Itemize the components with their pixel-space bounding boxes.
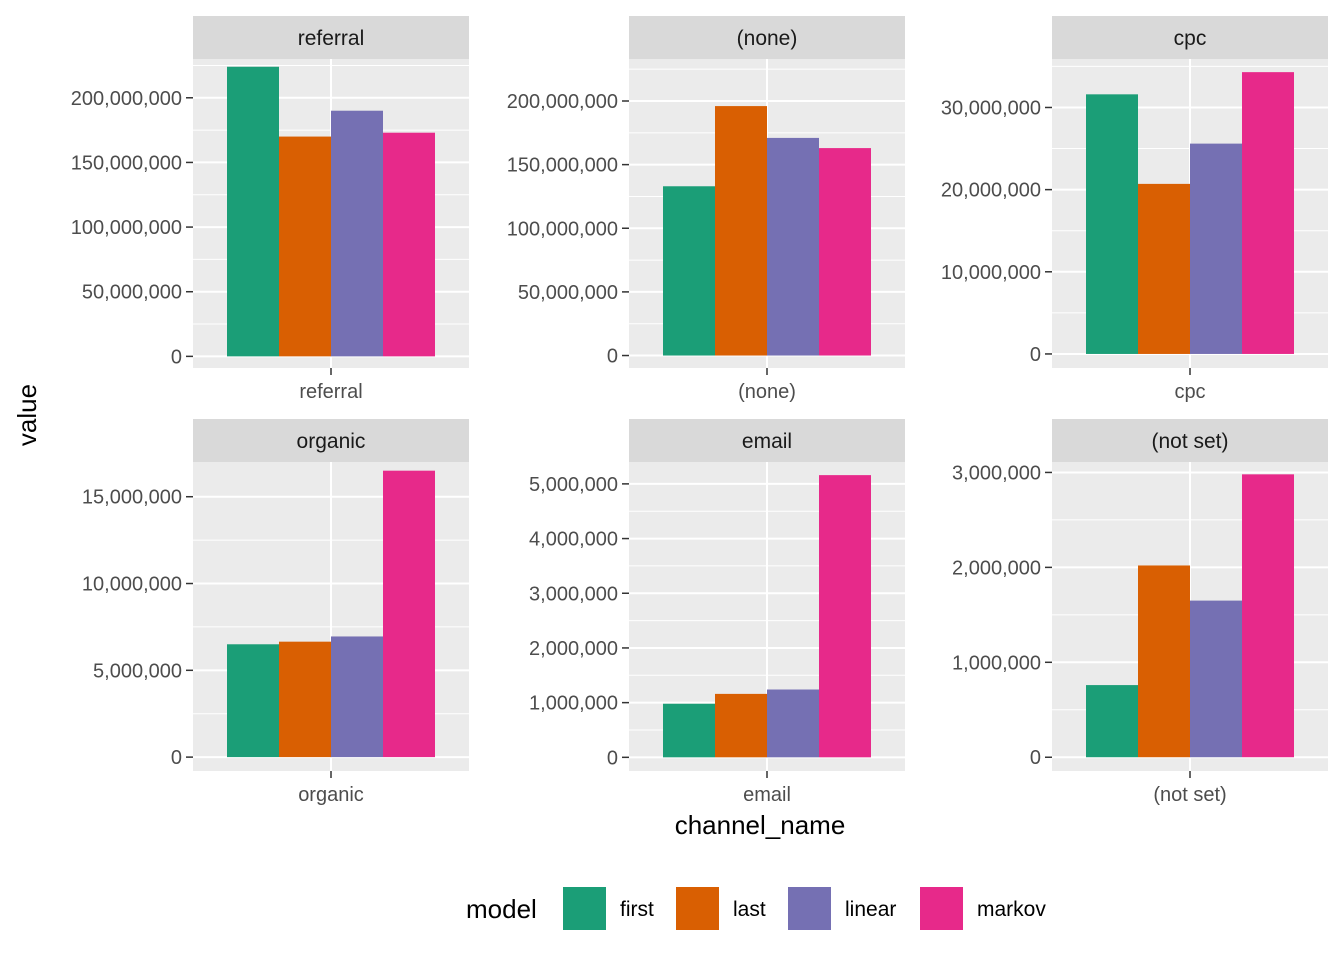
facet-panels: referral 0 50,000,000 100,000,000 150,000,00… bbox=[71, 16, 1328, 806]
x-tick-label: (none) bbox=[738, 381, 796, 403]
bar-markov bbox=[819, 475, 871, 758]
bar-last bbox=[715, 106, 767, 356]
y-tick-label: 150,000,000 bbox=[507, 155, 618, 177]
legend-key-last bbox=[676, 887, 719, 930]
facet-email-panel: email 0 1,000,000 2,000,000 3,000,000 4,000,0… bbox=[529, 419, 905, 806]
y-tick-label: 3,000,000 bbox=[952, 462, 1041, 484]
y-tick-label: 20,000,000 bbox=[941, 180, 1041, 202]
bar-markov bbox=[383, 470, 435, 758]
bar-markov bbox=[383, 132, 435, 357]
y-tick-label: 1,000,000 bbox=[952, 652, 1041, 674]
y-tick-label: 50,000,000 bbox=[518, 282, 618, 304]
y-tick-label: 1,000,000 bbox=[529, 693, 618, 715]
bar-first bbox=[663, 186, 715, 356]
y-tick-label: 0 bbox=[1030, 747, 1041, 769]
y-axis-title: value bbox=[12, 384, 42, 446]
x-axis-title: channel_name bbox=[675, 810, 846, 840]
x-tick-label: referral bbox=[299, 381, 362, 403]
bar-linear bbox=[1190, 600, 1242, 758]
y-tick-label: 200,000,000 bbox=[71, 88, 182, 110]
bar-markov bbox=[819, 148, 871, 356]
facet-referral-panel: referral 0 50,000,000 100,000,000 150,000,00… bbox=[71, 16, 469, 403]
facet-strip bbox=[1052, 16, 1328, 59]
bar-linear bbox=[1190, 143, 1242, 354]
y-tick-label: 5,000,000 bbox=[93, 660, 182, 682]
bar-last bbox=[1138, 565, 1190, 758]
y-tick-label: 3,000,000 bbox=[529, 583, 618, 605]
y-tick-label: 200,000,000 bbox=[507, 91, 618, 113]
legend-title: model bbox=[466, 894, 537, 924]
bar-first bbox=[227, 644, 279, 758]
y-tick-label: 30,000,000 bbox=[941, 97, 1041, 119]
y-tick-label: 2,000,000 bbox=[952, 557, 1041, 579]
y-tick-label: 0 bbox=[171, 747, 182, 769]
legend-key-first bbox=[563, 887, 606, 930]
facet-none-panel: (none) 0 50,000,000 100,000,000 150,000,000 2… bbox=[507, 16, 905, 403]
bar-last bbox=[279, 136, 331, 357]
y-tick-label: 100,000,000 bbox=[71, 217, 182, 239]
facet-strip-label: cpc bbox=[1174, 27, 1207, 50]
y-tick-label: 4,000,000 bbox=[529, 529, 618, 551]
y-tick-label: 15,000,000 bbox=[82, 487, 182, 509]
bar-linear bbox=[767, 689, 819, 758]
facet-strip-label: (none) bbox=[737, 27, 798, 50]
bar-markov bbox=[1242, 474, 1294, 758]
bar-last bbox=[1138, 183, 1190, 354]
facet-strip bbox=[193, 16, 469, 59]
y-tick-label: 2,000,000 bbox=[529, 638, 618, 660]
x-tick-label: cpc bbox=[1174, 381, 1205, 403]
y-tick-label: 10,000,000 bbox=[82, 574, 182, 596]
bar-first bbox=[1086, 94, 1138, 354]
facet-strip bbox=[629, 16, 905, 59]
facet-strip-label: referral bbox=[298, 27, 365, 50]
bar-last bbox=[715, 693, 767, 758]
legend-label-markov: markov bbox=[977, 898, 1046, 921]
y-tick-label: 50,000,000 bbox=[82, 282, 182, 304]
facet-strip-label: organic bbox=[297, 430, 366, 453]
bar-linear bbox=[767, 137, 819, 356]
bar-markov bbox=[1242, 72, 1294, 354]
legend-label-first: first bbox=[620, 898, 654, 921]
x-tick-label: organic bbox=[298, 784, 364, 806]
y-tick-label: 0 bbox=[607, 346, 618, 368]
facet-strip bbox=[193, 419, 469, 462]
legend-label-last: last bbox=[733, 898, 766, 921]
y-tick-label: 0 bbox=[1030, 344, 1041, 366]
y-tick-label: 0 bbox=[607, 747, 618, 769]
facet-organic-panel: organic 0 5,000,000 10,000,000 15,000,000 org… bbox=[82, 419, 469, 806]
facet-notset-panel: (not set) 0 1,000,000 2,000,000 3,000,000 (no… bbox=[952, 419, 1328, 806]
bar-linear bbox=[331, 636, 383, 758]
facet-strip-label: (not set) bbox=[1151, 430, 1228, 453]
legend-key-linear bbox=[788, 887, 831, 930]
facet-strip-label: email bbox=[742, 430, 792, 453]
bar-last bbox=[279, 641, 331, 758]
y-tick-label: 10,000,000 bbox=[941, 262, 1041, 284]
legend-key-markov bbox=[920, 887, 963, 930]
x-tick-label: (not set) bbox=[1153, 784, 1226, 806]
facet-cpc-panel: cpc 0 10,000,000 20,000,000 30,000,000 cpc bbox=[941, 16, 1328, 403]
facet-strip bbox=[1052, 419, 1328, 462]
x-tick-label: email bbox=[743, 784, 791, 806]
y-tick-label: 5,000,000 bbox=[529, 474, 618, 496]
y-tick-label: 150,000,000 bbox=[71, 152, 182, 174]
facet-strip bbox=[629, 419, 905, 462]
y-tick-label: 0 bbox=[171, 346, 182, 368]
legend: model first last linear markov bbox=[466, 887, 1046, 930]
bar-first bbox=[227, 66, 279, 357]
legend-label-linear: linear bbox=[845, 898, 896, 921]
bar-first bbox=[1086, 685, 1138, 758]
bar-first bbox=[663, 703, 715, 758]
bar-linear bbox=[331, 110, 383, 357]
y-tick-label: 100,000,000 bbox=[507, 218, 618, 240]
